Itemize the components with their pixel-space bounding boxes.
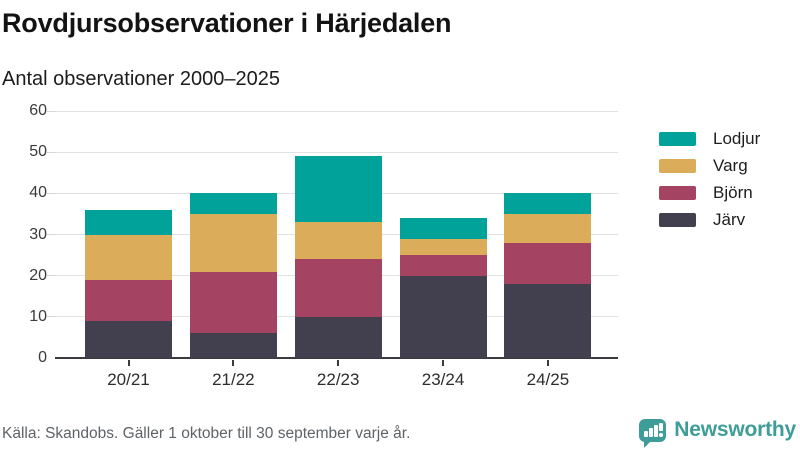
x-axis-label-24-25: 24/25 <box>526 370 570 389</box>
newsworthy-chart-bubble-icon <box>639 418 667 448</box>
legend-label-bjorn: Björn <box>713 183 753 202</box>
legend-label-lodjur: Lodjur <box>713 129 761 148</box>
bar-segment-lodjur-22-23 <box>294 156 382 223</box>
source-note: Källa: Skandobs. Gäller 1 oktober till 3… <box>2 425 411 442</box>
bar-segment-varg-20-21 <box>85 234 172 280</box>
logo-bubble-tail <box>644 440 652 448</box>
bar-segment-bjorn-21-22 <box>189 271 277 334</box>
legend-item-varg: Varg <box>659 156 760 175</box>
y-axis-tick-30 <box>47 234 55 235</box>
y-axis-tick-60 <box>47 110 55 112</box>
y-axis-tick-40 <box>47 192 55 194</box>
logo-exclamation-dot <box>659 433 663 437</box>
bar-segment-varg-24-25 <box>504 213 592 243</box>
logo-exclamation-stem <box>659 422 663 431</box>
bar-segment-varg-22-23 <box>294 222 382 260</box>
bar-segment-varg-21-22 <box>189 213 277 272</box>
legend-swatch-jarv <box>659 213 696 227</box>
brand-name: Newsworthy <box>674 418 796 441</box>
y-axis-tick-10 <box>47 316 55 318</box>
brand-logo: Newsworthy <box>639 418 796 448</box>
chart-subtitle: Antal observationer 2000–2025 <box>2 68 280 90</box>
bar-segment-lodjur-24-25 <box>504 193 592 214</box>
bar-segment-bjorn-23-24 <box>399 255 487 276</box>
legend-swatch-varg <box>659 159 696 173</box>
x-axis-tick-23-24 <box>442 360 445 366</box>
grid-line-60 <box>55 110 618 112</box>
bar-segment-lodjur-23-24 <box>399 218 487 239</box>
logo-bar-large <box>654 424 658 437</box>
y-axis-tick-50 <box>47 151 55 153</box>
y-axis-label-50: 50 <box>29 143 47 161</box>
legend-item-bjorn: Björn <box>659 183 760 202</box>
grid-line-50 <box>55 151 618 153</box>
x-axis-label-23-24: 23/24 <box>421 370 465 389</box>
logo-bar-small <box>644 430 648 437</box>
bar-segment-jarv-22-23 <box>294 316 382 358</box>
y-axis-label-10: 10 <box>29 307 47 325</box>
plot-area: 0 10 20 30 40 50 60 20/21 21/22 22/23 23/24 24/25 <box>29 102 618 389</box>
x-axis-label-22-23: 22/23 <box>316 370 360 389</box>
legend: Lodjur Varg Björn Järv <box>659 129 761 240</box>
bar-segment-jarv-20-21 <box>85 320 172 358</box>
legend-label-jarv: Järv <box>713 210 746 229</box>
logo-bar-medium <box>649 427 653 437</box>
bar-segment-jarv-23-24 <box>399 275 487 358</box>
bar-segment-bjorn-24-25 <box>504 242 592 284</box>
y-axis-tick-20 <box>47 275 55 277</box>
bar-segment-lodjur-21-22 <box>189 193 277 214</box>
legend-swatch-lodjur <box>659 132 696 146</box>
y-axis-label-40: 40 <box>29 184 47 202</box>
legend-swatch-bjorn <box>659 186 696 200</box>
legend-item-jarv: Järv <box>659 210 760 229</box>
x-axis-tick-22-23 <box>337 360 340 366</box>
bar-segment-jarv-21-22 <box>189 333 277 358</box>
bar-segment-lodjur-20-21 <box>85 209 172 235</box>
chart-title: Rovdjursobservationer i Härjedalen <box>2 8 452 38</box>
bar-segment-bjorn-22-23 <box>294 259 382 317</box>
legend-label-varg: Varg <box>713 156 748 175</box>
bar-segment-jarv-24-25 <box>504 283 592 358</box>
x-axis-line <box>55 357 618 359</box>
bar-segment-bjorn-20-21 <box>85 279 172 321</box>
x-axis-label-21-22: 21/22 <box>212 370 255 389</box>
y-axis-label-30: 30 <box>29 225 47 243</box>
y-axis-label-0: 0 <box>38 349 47 366</box>
y-axis-label-60: 60 <box>29 102 47 119</box>
x-axis-label-20-21: 20/21 <box>107 370 150 389</box>
bar-segment-varg-23-24 <box>399 238 487 256</box>
y-axis-label-20: 20 <box>29 266 47 284</box>
legend-item-lodjur: Lodjur <box>659 129 761 148</box>
x-axis-tick-21-22 <box>232 360 235 366</box>
x-axis-tick-24-25 <box>546 360 549 366</box>
x-axis-tick-20-21 <box>127 360 130 366</box>
